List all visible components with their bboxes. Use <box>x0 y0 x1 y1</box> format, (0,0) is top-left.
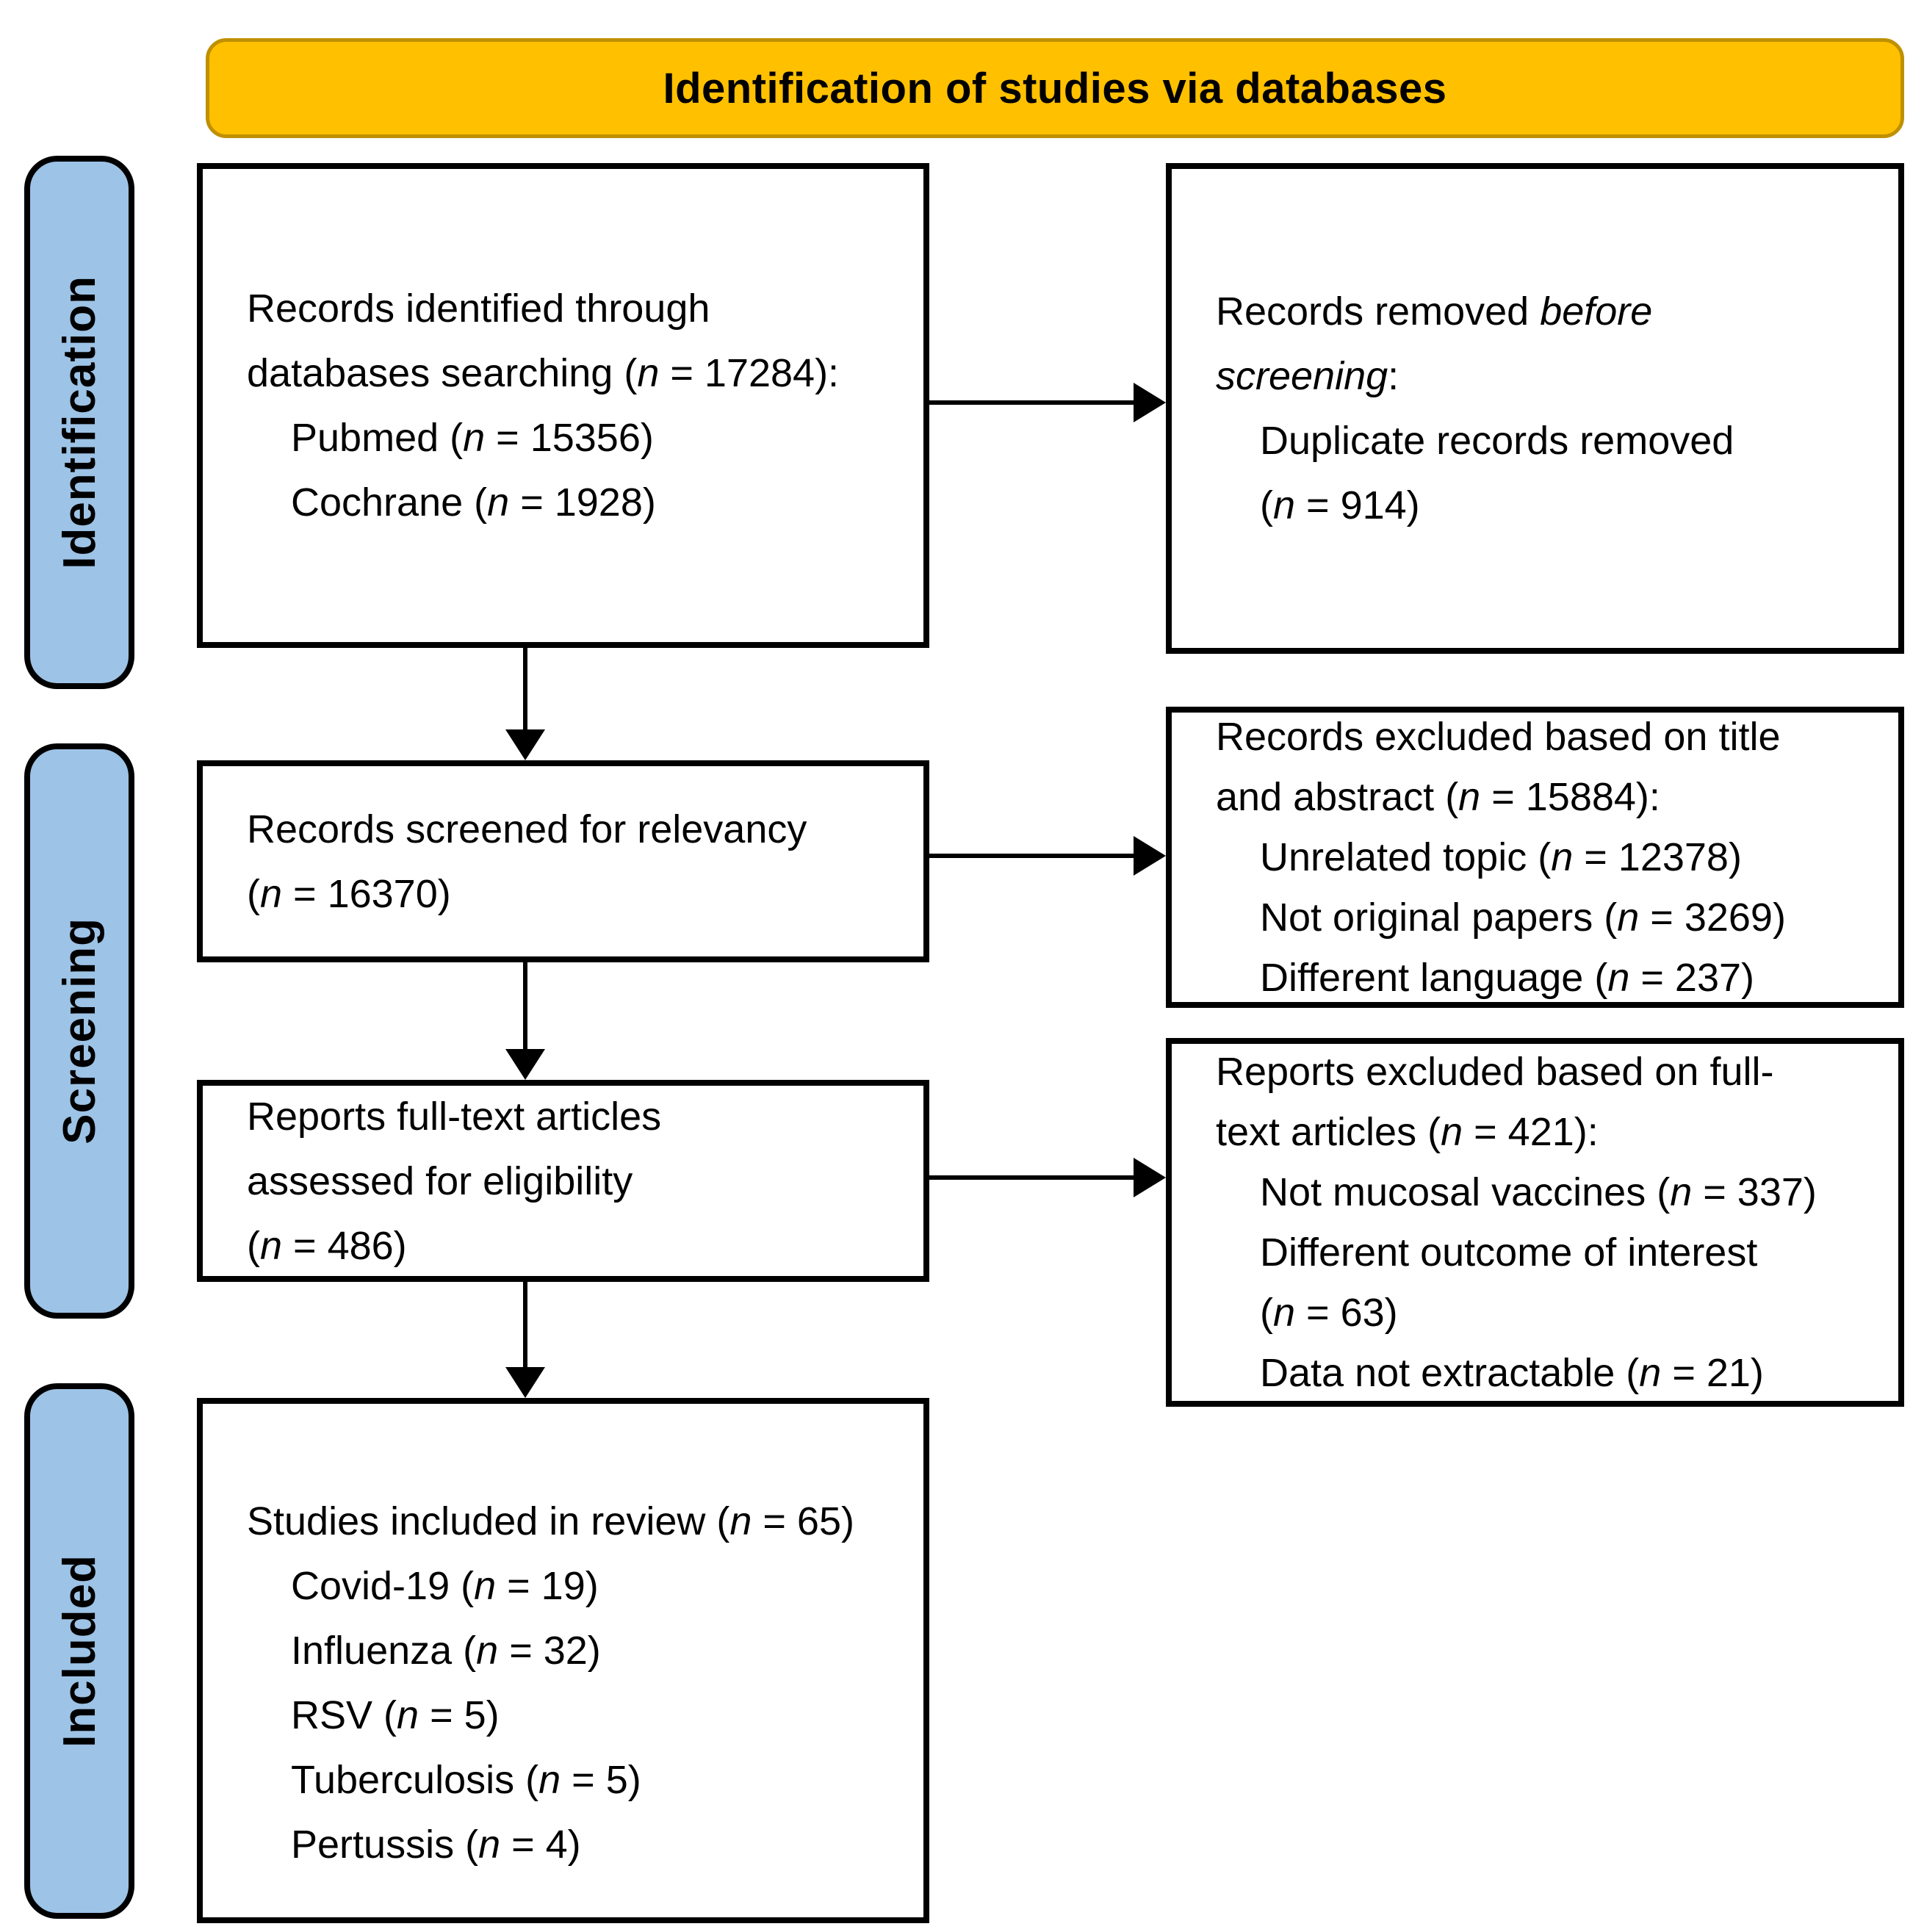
arrowhead-right-icon <box>1134 1158 1166 1197</box>
arrowhead-down-icon <box>505 1049 545 1080</box>
box-records-removed: Records removed before screening: Duplic… <box>1166 163 1904 654</box>
box-records-excluded-title-abstract: Records excluded based on title and abst… <box>1166 707 1904 1008</box>
stage-identification-label: Identification <box>54 275 105 569</box>
box-line: text articles (n = 421): <box>1216 1110 1599 1154</box>
arrow-assessed-to-included <box>505 1282 545 1398</box>
box-line: Not mucosal vaccines (n = 337) <box>1260 1170 1817 1214</box>
box-line: Records identified through <box>247 286 710 331</box>
box-line: Influenza (n = 32) <box>291 1628 601 1673</box>
box-line: (n = 63) <box>1260 1291 1398 1335</box>
box-line: (n = 16370) <box>247 871 451 916</box>
arrowhead-down-icon <box>505 1367 545 1398</box>
box-line: Cochrane (n = 1928) <box>291 480 656 525</box>
box-line: Not original papers (n = 3269) <box>1260 895 1786 940</box>
box-line: Records excluded based on title <box>1216 715 1781 759</box>
box-line: Covid-19 (n = 19) <box>291 1563 599 1608</box>
box-line: Reports excluded based on full- <box>1216 1050 1774 1094</box>
box-line: Pubmed (n = 15356) <box>291 416 654 460</box>
stage-screening: Screening <box>24 743 134 1319</box>
box-line: screening: <box>1216 354 1399 398</box>
box-line: Records removed before <box>1216 289 1653 334</box>
arrowhead-right-icon <box>1134 383 1166 422</box>
box-line: RSV (n = 5) <box>291 1693 500 1737</box>
arrow-identified-to-screened <box>505 648 545 760</box>
header-banner: Identification of studies via databases <box>206 38 1904 138</box>
box-records-identified: Records identified through databases sea… <box>197 163 929 648</box>
box-studies-included: Studies included in review (n = 65) Covi… <box>197 1398 929 1923</box>
box-line: Duplicate records removed <box>1260 419 1734 463</box>
box-line: databases searching (n = 17284): <box>247 351 840 395</box>
box-line: Different language (n = 237) <box>1260 956 1754 1000</box>
arrow-assessed-to-excluded <box>929 1158 1166 1197</box>
box-line: Records screened for relevancy <box>247 807 807 851</box>
stage-screening-label: Screening <box>54 918 105 1145</box>
box-line: Data not extractable (n = 21) <box>1260 1351 1764 1395</box>
arrow-identified-to-removed <box>929 383 1166 422</box>
box-line: (n = 486) <box>247 1223 407 1268</box>
box-line: Tuberculosis (n = 5) <box>291 1757 641 1802</box>
box-line: Unrelated topic (n = 12378) <box>1260 835 1742 879</box>
box-reports-assessed: Reports full-text articles assessed for … <box>197 1080 929 1282</box>
box-line: assessed for eligibility <box>247 1158 633 1203</box>
box-line: and abstract (n = 15884): <box>1216 775 1660 819</box>
arrow-screened-to-assessed <box>505 962 545 1080</box>
box-line: Different outcome of interest <box>1260 1230 1758 1275</box>
arrowhead-down-icon <box>505 729 545 760</box>
box-reports-excluded-fulltext: Reports excluded based on full- text art… <box>1166 1038 1904 1407</box>
box-line: (n = 914) <box>1260 483 1420 527</box>
arrow-screened-to-excluded <box>929 836 1166 876</box>
stage-included-label: Included <box>54 1554 105 1748</box>
diagram-title: Identification of studies via databases <box>663 64 1447 112</box>
stage-identification: Identification <box>24 156 134 689</box>
stage-included: Included <box>24 1383 134 1919</box>
arrowhead-right-icon <box>1134 836 1166 876</box>
box-records-screened: Records screened for relevancy (n = 1637… <box>197 760 929 962</box>
box-line: Pertussis (n = 4) <box>291 1822 581 1867</box>
box-line: Reports full-text articles <box>247 1094 662 1139</box>
box-line: Studies included in review (n = 65) <box>247 1499 854 1543</box>
